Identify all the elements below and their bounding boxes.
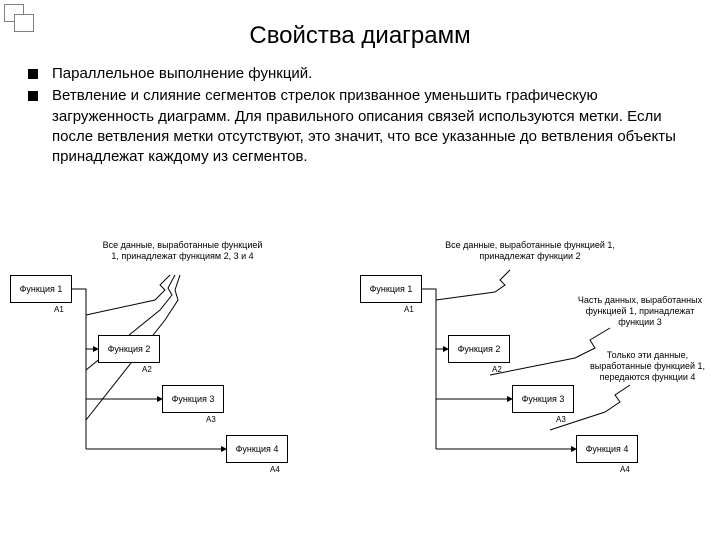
func-box-L2: Функция 2 bbox=[98, 335, 160, 363]
func-box-L4: Функция 4 bbox=[226, 435, 288, 463]
func-code-R4: A4 bbox=[620, 465, 630, 474]
func-code-L4: A4 bbox=[270, 465, 280, 474]
func-label: Функция 4 bbox=[236, 444, 279, 454]
func-label: Функция 1 bbox=[20, 284, 63, 294]
bullet-item: Ветвление и слияние сегментов стрелок пр… bbox=[28, 86, 688, 167]
func-box-R2: Функция 2 bbox=[448, 335, 510, 363]
bullet-list: Параллельное выполнение функций. Ветвлен… bbox=[28, 64, 688, 169]
func-label: Функция 4 bbox=[586, 444, 629, 454]
func-label: Функция 2 bbox=[108, 344, 151, 354]
func-box-R4: Функция 4 bbox=[576, 435, 638, 463]
func-code-L2: A2 bbox=[142, 365, 152, 374]
func-code-R1: A1 bbox=[404, 305, 414, 314]
diagram-area: Функция 1 A1 Функция 2 A2 Функция 3 A3 Ф… bbox=[10, 240, 710, 530]
func-label: Функция 3 bbox=[522, 394, 565, 404]
page-title: Свойства диаграмм bbox=[0, 22, 720, 50]
func-box-L1: Функция 1 bbox=[10, 275, 72, 303]
bullet-icon bbox=[28, 69, 38, 79]
bullet-text: Параллельное выполнение функций. bbox=[52, 64, 688, 84]
func-label: Функция 2 bbox=[458, 344, 501, 354]
note-right-2: Часть данных, выработанных функцией 1, п… bbox=[570, 295, 710, 327]
func-code-L1: A1 bbox=[54, 305, 64, 314]
func-box-R1: Функция 1 bbox=[360, 275, 422, 303]
func-box-L3: Функция 3 bbox=[162, 385, 224, 413]
func-label: Функция 3 bbox=[172, 394, 215, 404]
bullet-text: Ветвление и слияние сегментов стрелок пр… bbox=[52, 86, 688, 167]
func-label: Функция 1 bbox=[370, 284, 413, 294]
note-left: Все данные, выработанные функцией 1, при… bbox=[100, 240, 265, 262]
func-code-R3: A3 bbox=[556, 415, 566, 424]
func-box-R3: Функция 3 bbox=[512, 385, 574, 413]
func-code-R2: A2 bbox=[492, 365, 502, 374]
note-right-1: Все данные, выработанные функцией 1, при… bbox=[445, 240, 615, 262]
note-right-3: Только эти данные, выработанные функцией… bbox=[585, 350, 710, 382]
func-code-L3: A3 bbox=[206, 415, 216, 424]
bullet-item: Параллельное выполнение функций. bbox=[28, 64, 688, 84]
bullet-icon bbox=[28, 91, 38, 101]
